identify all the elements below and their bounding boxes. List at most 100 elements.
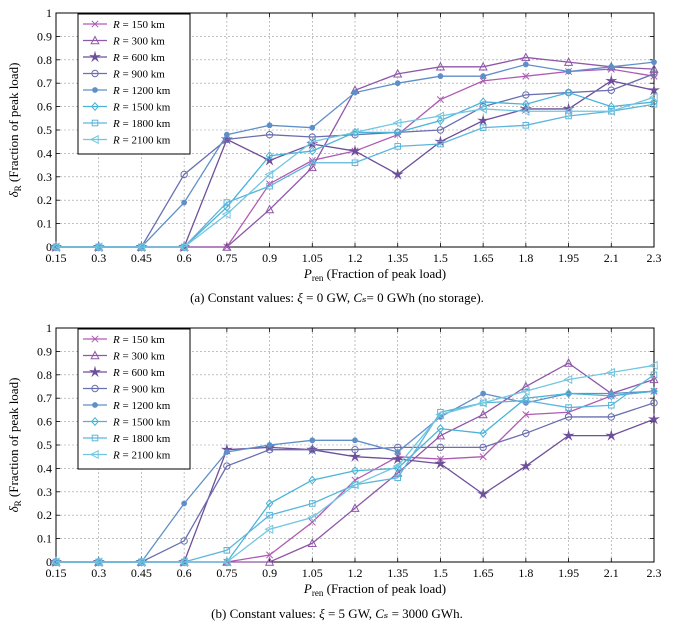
chart-a-data-point [352, 89, 358, 96]
chart-b-data-point [393, 468, 403, 477]
chart-a-data-point [180, 170, 188, 179]
chart-a-data-point [437, 140, 444, 148]
chart-b-data-point [435, 430, 446, 440]
chart-a-ylabel: δR (Fraction of peak load) [6, 63, 23, 198]
chart-a-xtick-label: 1.95 [558, 251, 579, 265]
chart-b-data-point [265, 498, 274, 509]
chart-b-data-point [520, 386, 530, 396]
chart-b-data-point [223, 449, 230, 455]
chart-a-data-point [308, 159, 316, 167]
chart-b-legend-label: R = 900 km [112, 384, 165, 396]
chart-a-data-point [480, 73, 487, 80]
chart-b-xtick-label: 1.35 [387, 566, 408, 580]
chart-a-xtick-label: 0.15 [46, 251, 67, 265]
chart-b-data-point [394, 474, 402, 482]
chart-b-ytick-label: 0.1 [37, 532, 52, 546]
chart-a-ytick-label: 0.1 [37, 217, 52, 231]
chart-a-data-point [223, 131, 230, 138]
chart-b-xtick-label: 1.8 [518, 566, 533, 580]
chart-b-data-point [563, 358, 574, 367]
chart-b-xtick-label: 1.5 [433, 566, 448, 580]
chart-b-legend-label: R = 600 km [112, 367, 165, 379]
chart-a-ytick-label: 0.2 [37, 193, 52, 207]
chart-b-xtick-label: 2.1 [604, 566, 619, 580]
chart-a-xtick-label: 1.35 [387, 251, 408, 265]
chart-a-legend-label: R = 1800 km [112, 118, 171, 130]
chart-a-data-point [608, 63, 615, 70]
chart-b-legend-label: R = 2100 km [112, 450, 171, 462]
chart-a-data-point [478, 104, 487, 114]
chart-b-data-point [478, 398, 487, 408]
chart-b-xtick-label: 0.15 [46, 566, 67, 580]
chart-b-data-point [564, 413, 573, 421]
chart-a-data-point [522, 122, 530, 129]
chart-b-ytick-label: 0.9 [37, 344, 52, 358]
chart-b-data-point [349, 480, 359, 490]
chart-a-legend-label: R = 150 km [112, 19, 165, 31]
chart-a-data-point [436, 126, 445, 134]
chart-a-legend-marker [91, 119, 99, 127]
chart-a-data-point [307, 137, 316, 147]
chart-a-ytick-label: 1 [46, 6, 52, 20]
chart-a-ytick-label: 0.5 [37, 123, 52, 137]
chart-b-data-point [308, 500, 316, 507]
chart-a-ytick-label: 0.8 [37, 53, 52, 67]
chart-b-data-point [479, 453, 487, 461]
chart-b-xtick-label: 1.65 [473, 566, 494, 580]
chart-b-legend-label: R = 1500 km [112, 417, 171, 429]
chart-a-xtick-label: 1.05 [302, 251, 323, 265]
chart-a-ytick-label: 0.6 [37, 100, 52, 114]
chart-a-xtick-label: 2.1 [604, 251, 619, 265]
chart-a-ytick-label: 0.7 [37, 76, 52, 90]
chart-a-xtick-label: 1.2 [348, 251, 363, 265]
chart-a-xtick-label: 1.8 [518, 251, 533, 265]
chart-a-data-point [521, 52, 531, 62]
chart-b-ytick-label: 0.8 [37, 368, 52, 382]
chart-a-xtick-label: 0.45 [131, 251, 152, 265]
chart-b-caption: (b) Constant values: ξ = 5 GW, Cₛ = 3000… [211, 606, 463, 621]
chart-b-data-point [479, 428, 487, 438]
chart-a-data-point [479, 97, 487, 107]
chart-b-xtick-label: 1.95 [558, 566, 579, 580]
chart-b-data-point [136, 557, 146, 567]
chart-a-legend-label: R = 1200 km [112, 85, 171, 97]
chart-a-data-point [392, 118, 402, 128]
chart-a-legend-label: R = 1500 km [112, 102, 171, 114]
chart-a-data-point [264, 169, 274, 180]
chart-b-legend-label: R = 1800 km [112, 433, 171, 445]
chart-b-data-point [266, 511, 273, 519]
chart-a-legend-marker [89, 134, 99, 145]
chart-b-data-point [649, 374, 659, 384]
chart-b-data-point [266, 551, 274, 559]
chart-b-ytick-label: 0.2 [37, 508, 52, 522]
chart-b-xtick-label: 0.9 [262, 566, 277, 580]
chart-a-xtick-label: 1.5 [433, 251, 448, 265]
chart-b-data-point [522, 411, 530, 419]
chart-b-legend-label: R = 1200 km [112, 400, 171, 412]
chart-a-legend-marker [90, 35, 100, 45]
chart-a-data-point [349, 127, 359, 137]
chart-a-legend-marker [92, 87, 98, 93]
chart-a-data-point [520, 106, 530, 116]
chart-a-data-point [479, 77, 487, 85]
chart-a-data-point [393, 68, 403, 78]
chart-a-data-point [223, 202, 231, 212]
chart-a-series-line [56, 96, 655, 248]
chart-b-data-point [607, 413, 615, 421]
chart-a-data-point [479, 124, 487, 131]
chart-b-data-point [308, 475, 317, 485]
chart-a-data-point [649, 64, 659, 73]
chart-a-xlabel: Pren (Fraction of peak load) [303, 266, 446, 283]
chart-a-data-point [93, 242, 103, 252]
chart-b-ytick-label: 0 [46, 555, 52, 569]
chart-a-ytick-label: 0.4 [37, 146, 52, 160]
chart-b-data-point [479, 443, 487, 452]
chart-a-data-point [607, 86, 615, 94]
chart-b-data-point [435, 409, 445, 420]
chart-a-ytick-label: 0.9 [37, 29, 52, 43]
chart-b-data-point [264, 524, 274, 534]
chart-a-xtick-label: 0.3 [91, 251, 106, 265]
chart-b-data-point [480, 390, 487, 397]
chart-a-data-point [308, 146, 317, 156]
chart-a-data-point [435, 61, 446, 71]
